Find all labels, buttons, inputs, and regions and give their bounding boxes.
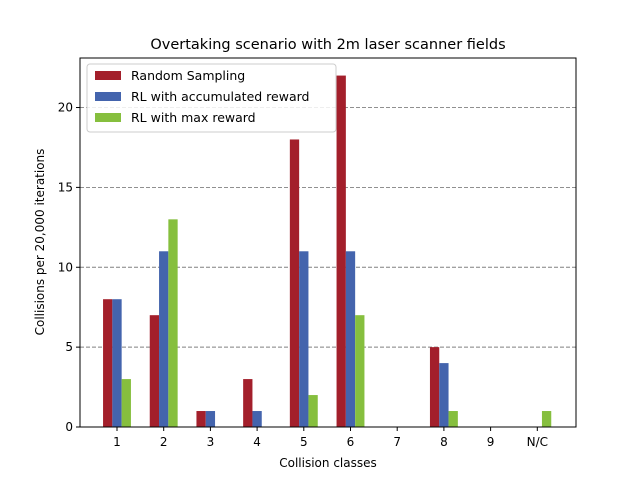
bar	[103, 299, 113, 427]
legend-swatch	[95, 92, 121, 101]
x-tick-label: 6	[347, 435, 355, 449]
bar	[299, 251, 309, 427]
bars	[103, 75, 552, 428]
y-axis: 0 5 10 15 20	[58, 101, 80, 434]
bar	[448, 411, 458, 427]
x-tick-label: 5	[300, 435, 308, 449]
plot-frame	[79, 57, 577, 428]
legend-box	[86, 63, 337, 133]
legend-label: RL with max reward	[131, 110, 256, 125]
y-tick-label: 20	[58, 101, 73, 115]
bar	[243, 379, 253, 427]
bar	[355, 315, 365, 427]
y-tick-label: 10	[58, 260, 73, 274]
y-tick-label: 5	[65, 340, 73, 354]
legend-swatch	[95, 113, 121, 122]
bar	[196, 411, 206, 427]
legend-label: RL with accumulated reward	[131, 89, 309, 104]
x-tick-label: 1	[113, 435, 121, 449]
y-tick-label: 15	[58, 180, 73, 194]
x-tick-label: 4	[253, 435, 261, 449]
bar	[205, 411, 216, 427]
bar	[541, 411, 552, 427]
x-tick-label: N/C	[527, 435, 548, 449]
bar	[289, 139, 300, 427]
x-tick-label: 8	[440, 435, 448, 449]
grid-lines	[80, 107, 576, 348]
x-axis-label: Collision classes	[279, 456, 377, 470]
bar	[308, 395, 318, 427]
x-tick-label: 2	[160, 435, 168, 449]
bar	[429, 347, 440, 427]
bar	[121, 379, 131, 427]
bar	[252, 411, 262, 427]
chart-title: Overtaking scenario with 2m laser scanne…	[150, 37, 505, 53]
bar	[159, 251, 169, 427]
x-tick-label: 7	[393, 435, 401, 449]
legend: Random Sampling RL with accumulated rewar…	[86, 63, 337, 133]
x-tick-label: 9	[487, 435, 495, 449]
legend-swatch	[95, 71, 121, 80]
y-axis-label: Collisions per 20,000 iterations	[33, 149, 47, 336]
bar	[112, 299, 122, 427]
x-axis: 1 2 3 4 5 6 7 8 9 N/C	[113, 427, 548, 449]
bar	[336, 75, 346, 428]
bar	[168, 219, 178, 427]
bar	[149, 315, 160, 427]
bar	[345, 251, 356, 427]
legend-label: Random Sampling	[131, 68, 245, 83]
bar	[439, 363, 449, 427]
y-tick-label: 0	[65, 420, 73, 434]
x-tick-label: 3	[207, 435, 215, 449]
